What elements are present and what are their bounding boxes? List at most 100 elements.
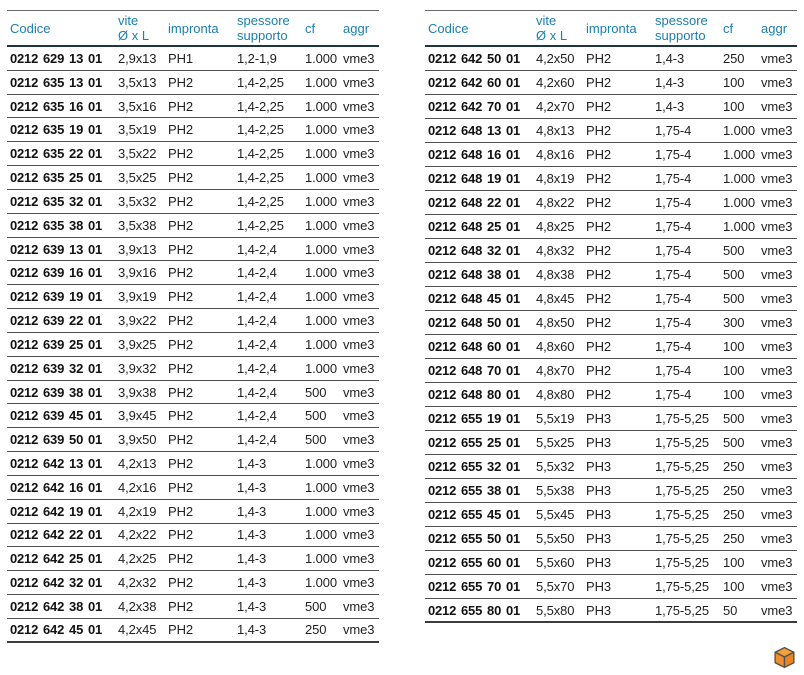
cell-impronta: PH3 [586,459,611,474]
cell-spessore: 1,75-4 [655,267,692,282]
cell-spessore: 1,75-4 [655,195,692,210]
cell-aggr: vme3 [343,622,375,638]
cell-spessore: 1,75-5,25 [655,555,710,570]
cell-spessore: 1,75-5,25 [655,602,710,618]
table-row: 0212 648 22 01 4,8x22 PH2 1,75-4 1.000 v… [425,191,797,215]
cell-codice: 0212 639 25 01 [10,336,103,352]
cell-vite: 4,8x50 [536,315,575,330]
cell-aggr: vme3 [343,146,375,162]
cell-spessore: 1,4-3 [237,622,267,638]
cell-cf: 1.000 [723,195,756,210]
cell-vite: 4,2x22 [118,527,157,543]
table-row: 0212 639 19 01 3,9x19 PH2 1,4-2,4 1.000 … [7,285,379,310]
column-label: cf [305,20,316,36]
cell-aggr: vme3 [343,289,375,305]
table-row: 0212 648 70 01 4,8x70 PH2 1,75-4 100 vme… [425,359,797,383]
cell-aggr: vme3 [343,193,375,209]
cell-cf: 250 [723,51,745,66]
cell-aggr: vme3 [761,387,793,402]
cell-cf: 1.000 [305,527,338,543]
cell-vite: 4,2x32 [118,575,157,591]
cell-impronta: PH2 [168,575,193,591]
cell-cf: 100 [723,579,745,594]
cell-aggr: vme3 [343,265,375,281]
cell-spessore: 1,75-5,25 [655,435,710,450]
cell-impronta: PH3 [586,483,611,498]
column-header-aggr: aggr [761,21,797,36]
cell-codice: 0212 655 80 01 [428,602,521,618]
table-row: 0212 648 80 01 4,8x80 PH2 1,75-4 100 vme… [425,383,797,407]
cell-impronta: PH3 [586,531,611,546]
cell-codice: 0212 635 19 01 [10,122,103,138]
cell-spessore: 1,75-4 [655,315,692,330]
cell-aggr: vme3 [761,531,793,546]
column-label: cf [723,20,734,36]
table-row: 0212 642 60 01 4,2x60 PH2 1,4-3 100 vme3 [425,71,797,95]
cell-aggr: vme3 [343,74,375,90]
column-label: Ø x L [118,28,150,43]
cell-impronta: PH2 [586,267,611,282]
cell-cf: 1.000 [723,123,756,138]
cell-vite: 4,8x25 [536,219,575,234]
cell-cf: 1.000 [305,193,338,209]
cell-vite: 5,5x80 [536,602,575,618]
column-header-aggr: aggr [343,21,379,36]
table-row: 0212 639 38 01 3,9x38 PH2 1,4-2,4 500 vm… [7,381,379,405]
cell-impronta: PH2 [168,598,193,614]
cell-codice: 0212 635 32 01 [10,193,103,209]
column-header-spessore: spessore supporto [655,13,723,43]
cell-vite: 3,9x13 [118,241,157,257]
cell-vite: 4,8x80 [536,387,575,402]
cell-cf: 1.000 [305,551,338,567]
column-label: aggr [761,20,788,36]
cell-cf: 1.000 [305,455,338,471]
cell-vite: 4,2x38 [118,598,157,614]
table-row: 0212 648 32 01 4,8x32 PH2 1,75-4 500 vme… [425,239,797,263]
table-row: 0212 639 22 01 3,9x22 PH2 1,4-2,4 1.000 … [7,309,379,333]
cell-vite: 3,9x16 [118,265,157,281]
cell-aggr: vme3 [761,99,793,114]
cell-spessore: 1,4-3 [237,551,267,567]
cell-aggr: vme3 [343,503,375,519]
table-row: 0212 655 32 01 5,5x32 PH3 1,75-5,25 250 … [425,455,797,479]
cell-aggr: vme3 [761,171,793,186]
cell-vite: 3,5x22 [118,146,157,162]
cell-cf: 500 [305,432,327,448]
cell-codice: 0212 655 60 01 [428,555,521,570]
table-row: 0212 639 32 01 3,9x32 PH2 1,4-2,4 1.000 … [7,357,379,381]
table-row: 0212 655 19 01 5,5x19 PH3 1,75-5,25 500 … [425,407,797,431]
cell-aggr: vme3 [343,527,375,543]
cell-codice: 0212 639 50 01 [10,432,103,448]
cell-vite: 4,8x16 [536,147,575,162]
cell-codice: 0212 642 70 01 [428,99,521,114]
cell-spessore: 1,4-2,25 [237,217,284,233]
cell-aggr: vme3 [343,432,375,448]
cell-codice: 0212 655 45 01 [428,507,521,522]
cell-cf: 1.000 [305,170,338,186]
cell-spessore: 1,4-3 [237,455,267,471]
cell-spessore: 1,75-4 [655,147,692,162]
cell-cf: 1.000 [305,74,338,90]
column-label: supporto [237,28,288,43]
cell-cf: 500 [305,598,327,614]
column-header-cf: cf [305,21,343,36]
cell-cf: 500 [305,384,327,400]
cell-aggr: vme3 [761,267,793,282]
cell-codice: 0212 639 13 01 [10,241,103,257]
cell-impronta: PH2 [168,217,193,233]
cell-impronta: PH2 [168,360,193,376]
table-row: 0212 648 50 01 4,8x50 PH2 1,75-4 300 vme… [425,311,797,335]
table-row: 0212 635 38 01 3,5x38 PH2 1,4-2,25 1.000… [7,214,379,238]
cell-aggr: vme3 [343,408,375,424]
cell-vite: 4,2x45 [118,622,157,638]
table-row: 0212 639 13 01 3,9x13 PH2 1,4-2,4 1.000 … [7,238,379,262]
table-row: 0212 642 70 01 4,2x70 PH2 1,4-3 100 vme3 [425,95,797,119]
cell-spessore: 1,75-5,25 [655,411,710,426]
cell-spessore: 1,4-3 [655,75,685,90]
cell-codice: 0212 642 50 01 [428,51,521,66]
cell-codice: 0212 655 70 01 [428,579,521,594]
cell-vite: 5,5x50 [536,531,575,546]
cell-cf: 1.000 [723,219,756,234]
table-row: 0212 648 13 01 4,8x13 PH2 1,75-4 1.000 v… [425,119,797,143]
table-row: 0212 655 60 01 5,5x60 PH3 1,75-5,25 100 … [425,551,797,575]
